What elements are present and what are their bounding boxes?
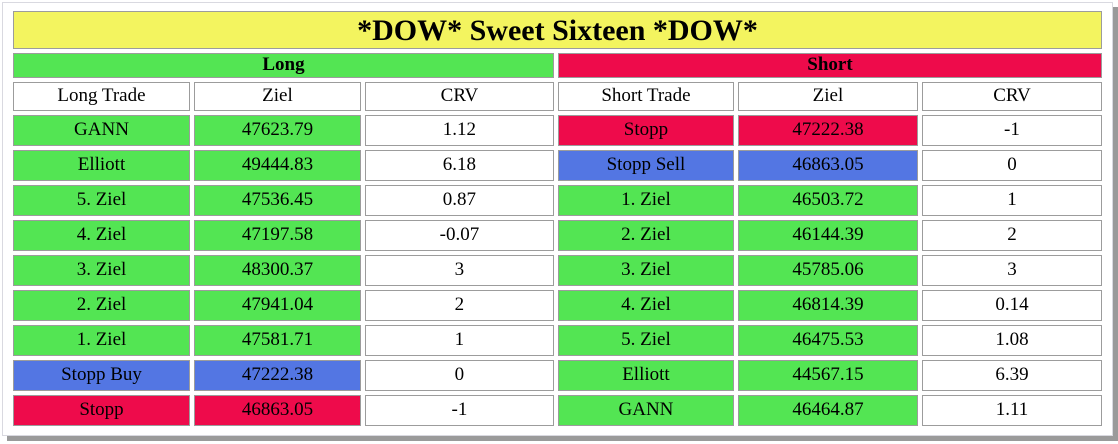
long-crv-cell: 2 — [364, 290, 554, 321]
short-trade-cell: 1. Ziel — [557, 185, 734, 216]
long-trade-cell: 5. Ziel — [13, 185, 190, 216]
long-trade-cell: 1. Ziel — [13, 325, 190, 356]
table-row: Stopp 46863.05 -1 GANN 46464.87 1.11 — [13, 395, 1102, 426]
long-ziel-cell: 46863.05 — [193, 395, 361, 426]
table-row: 3. Ziel 48300.37 3 3. Ziel 45785.06 3 — [13, 255, 1102, 286]
long-trade-cell: 4. Ziel — [13, 220, 190, 251]
long-ziel-cell: 48300.37 — [193, 255, 361, 286]
page-title: *DOW* Sweet Sixteen *DOW* — [13, 11, 1102, 49]
short-crv-cell: 3 — [921, 255, 1102, 286]
column-header-row: Long Trade Ziel CRV Short Trade Ziel CRV — [13, 82, 1102, 111]
column-header-short-ziel: Ziel — [737, 82, 918, 111]
table-row: 1. Ziel 47581.71 1 5. Ziel 46475.53 1.08 — [13, 325, 1102, 356]
short-ziel-cell: 46503.72 — [737, 185, 918, 216]
short-ziel-cell: 46475.53 — [737, 325, 918, 356]
short-crv-cell: -1 — [921, 115, 1102, 146]
short-ziel-cell: 46464.87 — [737, 395, 918, 426]
table-row: 4. Ziel 47197.58 -0.07 2. Ziel 46144.39 … — [13, 220, 1102, 251]
short-ziel-cell: 45785.06 — [737, 255, 918, 286]
long-trade-cell: 3. Ziel — [13, 255, 190, 286]
table-row: Stopp Buy 47222.38 0 Elliott 44567.15 6.… — [13, 360, 1102, 391]
long-crv-cell: 3 — [364, 255, 554, 286]
long-ziel-cell: 47623.79 — [193, 115, 361, 146]
short-trade-cell: 5. Ziel — [557, 325, 734, 356]
short-trade-cell: Elliott — [557, 360, 734, 391]
long-crv-cell: -0.07 — [364, 220, 554, 251]
long-crv-cell: -1 — [364, 395, 554, 426]
short-trade-cell: 4. Ziel — [557, 290, 734, 321]
short-crv-cell: 0 — [921, 150, 1102, 181]
long-crv-cell: 1 — [364, 325, 554, 356]
long-trade-cell: Stopp — [13, 395, 190, 426]
column-header-short-crv: CRV — [921, 82, 1102, 111]
short-section-header: Short — [557, 53, 1102, 78]
long-crv-cell: 6.18 — [364, 150, 554, 181]
column-header-long-crv: CRV — [364, 82, 554, 111]
short-ziel-cell: 46863.05 — [737, 150, 918, 181]
long-trade-cell: Elliott — [13, 150, 190, 181]
column-header-long-ziel: Ziel — [193, 82, 361, 111]
table-row: 5. Ziel 47536.45 0.87 1. Ziel 46503.72 1 — [13, 185, 1102, 216]
short-trade-cell: 3. Ziel — [557, 255, 734, 286]
long-ziel-cell: 47222.38 — [193, 360, 361, 391]
table-row: 2. Ziel 47941.04 2 4. Ziel 46814.39 0.14 — [13, 290, 1102, 321]
column-header-long-trade: Long Trade — [13, 82, 190, 111]
short-crv-cell: 1 — [921, 185, 1102, 216]
short-ziel-cell: 46814.39 — [737, 290, 918, 321]
short-crv-cell: 6.39 — [921, 360, 1102, 391]
title-row: *DOW* Sweet Sixteen *DOW* — [13, 11, 1102, 49]
sweet-sixteen-panel: *DOW* Sweet Sixteen *DOW* Long Short Lon… — [2, 2, 1113, 436]
short-trade-cell: Stopp Sell — [557, 150, 734, 181]
short-trade-cell: GANN — [557, 395, 734, 426]
long-section-header: Long — [13, 53, 554, 78]
long-trade-cell: Stopp Buy — [13, 360, 190, 391]
long-crv-cell: 0 — [364, 360, 554, 391]
short-crv-cell: 0.14 — [921, 290, 1102, 321]
long-ziel-cell: 47581.71 — [193, 325, 361, 356]
long-ziel-cell: 47536.45 — [193, 185, 361, 216]
long-ziel-cell: 49444.83 — [193, 150, 361, 181]
short-crv-cell: 2 — [921, 220, 1102, 251]
long-ziel-cell: 47197.58 — [193, 220, 361, 251]
long-trade-cell: 2. Ziel — [13, 290, 190, 321]
short-trade-cell: Stopp — [557, 115, 734, 146]
short-ziel-cell: 44567.15 — [737, 360, 918, 391]
sweet-sixteen-table: *DOW* Sweet Sixteen *DOW* Long Short Lon… — [9, 7, 1106, 430]
table-row: Elliott 49444.83 6.18 Stopp Sell 46863.0… — [13, 150, 1102, 181]
short-trade-cell: 2. Ziel — [557, 220, 734, 251]
column-header-short-trade: Short Trade — [557, 82, 734, 111]
long-trade-cell: GANN — [13, 115, 190, 146]
long-crv-cell: 0.87 — [364, 185, 554, 216]
section-header-row: Long Short — [13, 53, 1102, 78]
table-row: GANN 47623.79 1.12 Stopp 47222.38 -1 — [13, 115, 1102, 146]
long-crv-cell: 1.12 — [364, 115, 554, 146]
long-ziel-cell: 47941.04 — [193, 290, 361, 321]
short-crv-cell: 1.08 — [921, 325, 1102, 356]
short-ziel-cell: 46144.39 — [737, 220, 918, 251]
short-crv-cell: 1.11 — [921, 395, 1102, 426]
short-ziel-cell: 47222.38 — [737, 115, 918, 146]
